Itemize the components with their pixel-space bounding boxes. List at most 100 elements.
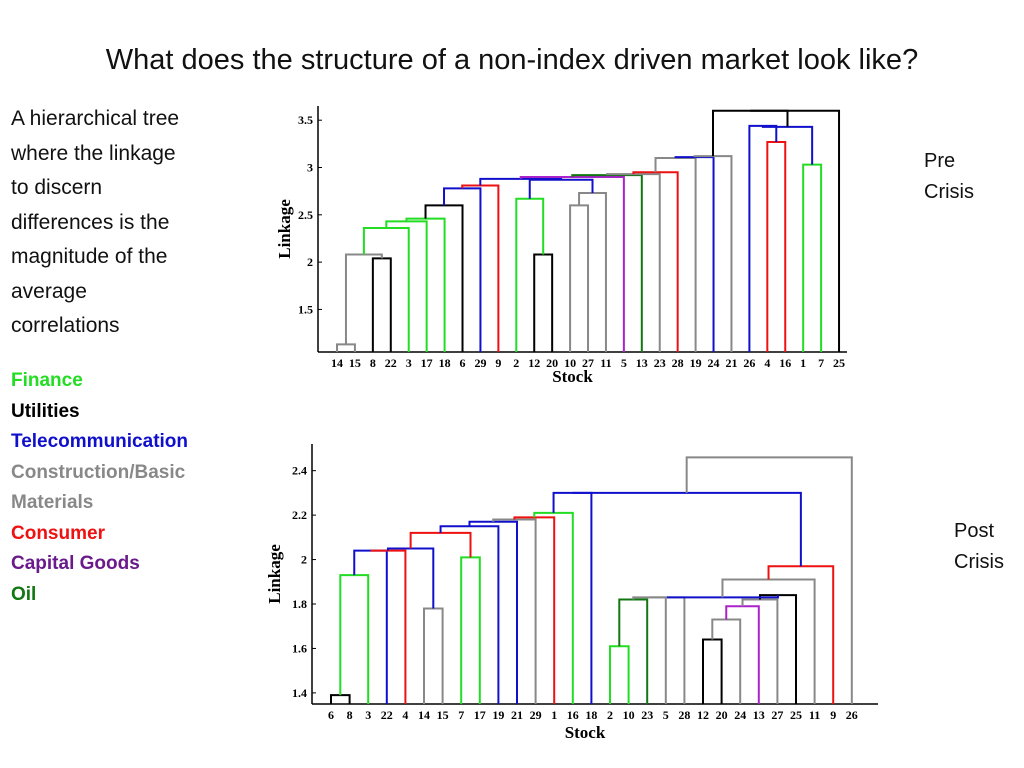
dendrogram-link: [336, 343, 356, 352]
x-tick-label: 1: [800, 356, 806, 370]
dendrogram-link: [649, 596, 686, 704]
x-tick-label: 11: [809, 708, 820, 722]
post-crisis-label: Post Crisis: [954, 516, 1004, 578]
x-tick-label: 26: [743, 356, 755, 370]
y-tick-label: 2.2: [292, 508, 307, 522]
legend-item-finance: Finance: [11, 370, 83, 391]
y-tick-label: 2.5: [298, 208, 313, 222]
dendrogram-link: [339, 574, 370, 704]
dendrogram-link: [409, 531, 472, 558]
x-tick-label: 8: [347, 708, 353, 722]
legend-item-oil: Oil: [11, 583, 37, 605]
x-tick-label: 17: [474, 708, 486, 722]
dendrogram-link: [385, 220, 428, 352]
y-tick-label: 1.5: [298, 302, 313, 316]
x-tick-label: 14: [331, 356, 343, 370]
dendrogram-link: [439, 525, 500, 704]
x-axis-label: Stock: [552, 367, 593, 386]
x-tick-label: 15: [437, 708, 449, 722]
x-tick-label: 16: [567, 708, 579, 722]
dendrogram-link: [702, 638, 723, 704]
dendrogram-link: [330, 694, 351, 704]
post-crisis-label-line: Post: [954, 520, 995, 542]
description-text: A hierarchical tree where the linkage to…: [11, 102, 229, 344]
legend-item-construction: Construction/Basic: [11, 461, 186, 483]
x-tick-label: 26: [846, 708, 858, 722]
x-tick-label: 3: [365, 708, 371, 722]
x-tick-label: 9: [495, 356, 501, 370]
x-axis-label: Stock: [565, 723, 606, 742]
x-tick-label: 23: [654, 356, 666, 370]
x-tick-label: 22: [381, 708, 393, 722]
x-tick-label: 29: [530, 708, 542, 722]
x-tick-label: 4: [402, 708, 408, 722]
description-line: differences is the: [11, 210, 170, 234]
x-tick-label: 5: [663, 708, 669, 722]
x-tick-label: 8: [370, 356, 376, 370]
x-tick-label: 2: [513, 356, 519, 370]
x-tick-label: 15: [349, 356, 361, 370]
y-tick-label: 3.5: [298, 113, 313, 127]
x-tick-label: 6: [328, 708, 334, 722]
pre-crisis-label: Pre Crisis: [924, 146, 974, 208]
dendrogram-link: [362, 227, 410, 352]
dendrogram-link: [492, 518, 537, 704]
y-tick-label: 1.6: [292, 641, 307, 655]
dendrogram-link: [711, 618, 742, 704]
x-tick-label: 25: [790, 708, 802, 722]
x-tick-label: 10: [623, 708, 635, 722]
dendrogram-link: [353, 549, 388, 704]
dendrogram-link: [386, 547, 435, 609]
sector-legend: Finance Utilities Telecommunication Cons…: [11, 366, 241, 610]
x-tick-label: 23: [641, 708, 653, 722]
x-tick-label: 13: [753, 708, 765, 722]
x-tick-label: 27: [582, 356, 594, 370]
x-tick-label: 21: [725, 356, 737, 370]
x-tick-label: 22: [385, 356, 397, 370]
x-tick-label: 10: [564, 356, 576, 370]
dendrogram-link: [685, 456, 853, 704]
x-tick-label: 25: [833, 356, 845, 370]
legend-item-materials: Materials: [11, 492, 94, 513]
description-line: magnitude of the: [11, 245, 168, 268]
dendrogram-link: [513, 516, 556, 704]
y-axis-label: Linkage: [265, 544, 284, 604]
x-tick-label: 20: [716, 708, 728, 722]
legend-item-utilities: Utilities: [11, 400, 80, 422]
y-tick-label: 2: [307, 255, 313, 269]
description-line: where the linkage: [11, 141, 176, 165]
x-tick-label: 2: [607, 708, 613, 722]
x-tick-label: 21: [511, 708, 523, 722]
dendrogram-link: [632, 596, 667, 704]
y-tick-label: 3: [307, 161, 313, 175]
dendrogram-link: [609, 645, 630, 704]
x-tick-label: 9: [830, 708, 836, 722]
dendrogram-link: [519, 175, 625, 352]
dendrogram-link: [461, 184, 500, 352]
x-tick-label: 24: [734, 708, 746, 722]
x-tick-label: 27: [771, 708, 783, 722]
dendrogram-link: [766, 140, 787, 352]
x-tick-label: 19: [690, 356, 702, 370]
x-tick-label: 3: [406, 356, 412, 370]
dendrogram-link: [479, 177, 563, 186]
legend-item-capital-goods: Capital Goods: [11, 553, 140, 574]
x-tick-label: 12: [528, 356, 540, 370]
x-tick-label: 5: [621, 356, 627, 370]
dendrogram-link: [802, 163, 823, 352]
x-tick-label: 17: [421, 356, 433, 370]
dendrogram-link: [750, 109, 841, 352]
description-line: A hierarchical tree: [11, 107, 180, 130]
dendrogram-link: [552, 491, 593, 704]
x-tick-label: 6: [460, 356, 466, 370]
x-tick-label: 19: [492, 708, 504, 722]
page-title: What does the structure of a non-index d…: [105, 44, 919, 76]
dendrogram-link: [712, 109, 789, 157]
x-tick-label: 4: [764, 356, 770, 370]
x-tick-label: 13: [636, 356, 648, 370]
x-tick-label: 7: [458, 708, 464, 722]
x-tick-label: 20: [546, 356, 558, 370]
legend-item-consumer: Consumer: [11, 522, 105, 544]
dendrogram-link: [725, 605, 760, 704]
description-line: to discern: [11, 176, 103, 199]
